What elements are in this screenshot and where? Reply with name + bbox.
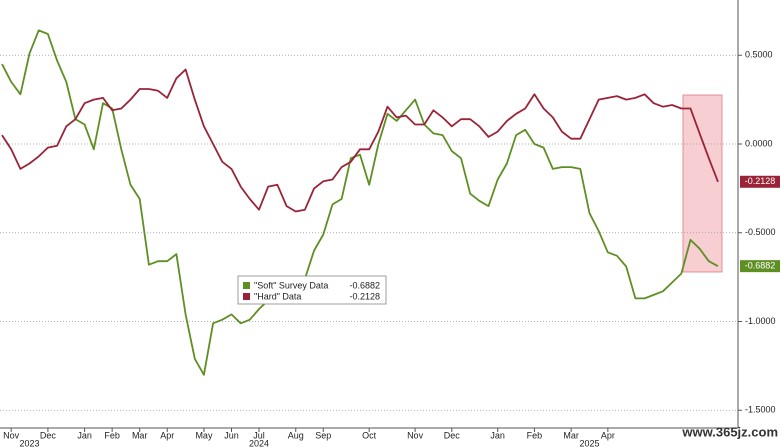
x-tick-label: Nov bbox=[3, 430, 20, 440]
x-tick-label: Apr bbox=[160, 430, 174, 440]
x-tick-label: Mar bbox=[563, 430, 579, 440]
x-tick-label: Jan bbox=[490, 430, 505, 440]
y-tick-label: -0.5000 bbox=[745, 227, 776, 237]
legend-value: -0.2128 bbox=[349, 291, 380, 301]
legend-label: "Hard" Data bbox=[254, 291, 301, 301]
x-group-label: 2024 bbox=[249, 438, 269, 447]
x-group-label: 2023 bbox=[20, 438, 40, 447]
y-tick-label: 0.0000 bbox=[745, 138, 773, 148]
x-tick-label: Jul bbox=[253, 430, 265, 440]
x-tick-label: Oct bbox=[362, 430, 377, 440]
x-tick-label: Aug bbox=[288, 430, 304, 440]
legend-swatch bbox=[243, 282, 250, 289]
series-line bbox=[1, 68, 719, 213]
x-tick-label: Nov bbox=[407, 430, 424, 440]
legend-swatch bbox=[243, 293, 250, 300]
x-tick-label: Dec bbox=[40, 430, 57, 440]
value-tag bbox=[740, 260, 780, 273]
x-tick-label: Feb bbox=[527, 430, 543, 440]
value-tag-label: -0.6882 bbox=[745, 261, 776, 271]
x-group-label: 2025 bbox=[579, 438, 599, 447]
x-tick-label: Feb bbox=[104, 430, 120, 440]
legend-value: -0.6882 bbox=[349, 280, 380, 290]
x-tick-label: Apr bbox=[601, 430, 615, 440]
watermark: www.365jz.com bbox=[681, 424, 778, 439]
legend-label: "Soft" Survey Data bbox=[254, 280, 328, 290]
x-tick-label: Jun bbox=[224, 430, 239, 440]
x-tick-label: Dec bbox=[444, 430, 461, 440]
legend-box bbox=[237, 275, 387, 305]
value-tag-label: -0.2128 bbox=[745, 176, 776, 186]
y-tick-label: -1.0000 bbox=[745, 316, 776, 326]
x-tick-label: May bbox=[195, 430, 213, 440]
y-tick-label: -1.5000 bbox=[745, 405, 776, 415]
value-tag bbox=[740, 175, 780, 188]
x-tick-label: Sep bbox=[315, 430, 331, 440]
x-tick-label: Mar bbox=[132, 430, 148, 440]
series-line bbox=[1, 29, 719, 376]
x-tick-label: Jan bbox=[77, 430, 92, 440]
y-tick-label: 0.5000 bbox=[745, 50, 773, 60]
legend: "Soft" Survey Data "Hard" Data -0.6882 -… bbox=[237, 275, 387, 305]
